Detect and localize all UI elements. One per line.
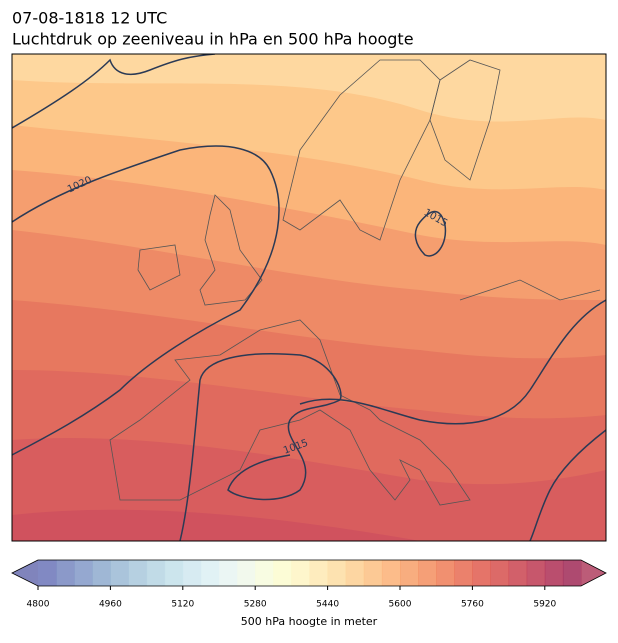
isobar: [179, 352, 342, 541]
isobar: [299, 299, 606, 425]
colorbar-tick-label: 5280: [244, 600, 267, 610]
colorbar-segment: [363, 560, 383, 586]
isobar: [12, 54, 216, 129]
colorbar-segment: [273, 560, 292, 586]
colorbar-label: 500 hPa hoogte in meter: [241, 615, 378, 628]
colorbar-segment: [490, 560, 510, 586]
coastline: [429, 59, 501, 181]
colorbar-segment: [381, 560, 401, 586]
isobar: [12, 145, 280, 456]
colorbar-segment: [327, 560, 347, 586]
colorbar-segment: [200, 560, 220, 586]
map: 1020 1015 1015: [12, 54, 606, 541]
colorbar-segment: [56, 560, 75, 586]
isobar: [414, 210, 447, 257]
coastline: [459, 279, 601, 301]
colorbar-tick-label: 5600: [389, 600, 412, 610]
colorbar-segment: [454, 560, 473, 586]
colorbar-segment: [562, 560, 582, 586]
colorbar: 4800 4960 5120 5280 5440 5600 5760 5920: [11, 559, 607, 610]
isobar: [529, 429, 606, 541]
band: [12, 509, 420, 541]
colorbar-segment: [400, 560, 419, 586]
colorbar-segment: [255, 560, 274, 586]
colorbar-tick-label: 4960: [99, 600, 122, 610]
map-frame: [11, 53, 607, 542]
colorbar-outline: [11, 559, 607, 587]
coastline: [137, 244, 181, 291]
map-title: Luchtdruk op zeeniveau in hPa en 500 hPa…: [12, 30, 414, 49]
colorbar-segment: [164, 560, 184, 586]
colorbar-segment: [436, 560, 455, 586]
colorbar-segment: [472, 560, 491, 586]
colorbar-tick-label: 5920: [533, 600, 556, 610]
colorbar-extension: [581, 560, 606, 586]
colorbar-segment: [219, 560, 238, 586]
colorbar-segment: [237, 560, 256, 586]
colorbar-segment: [74, 560, 93, 586]
colorbar-tick-label: 4800: [27, 600, 50, 610]
colorbar-segment: [38, 560, 57, 586]
colorbar-segment: [128, 560, 148, 586]
colorbar-segment: [92, 560, 111, 586]
colorbar-tick-label: 5760: [461, 600, 484, 610]
colorbar-segment: [526, 560, 546, 586]
colorbar-segment: [544, 560, 564, 586]
colorbar-segment: [418, 560, 437, 586]
colorbar-tick-label: 5440: [316, 600, 339, 610]
colorbar-segment: [345, 560, 365, 586]
colorbar-segment: [291, 560, 310, 586]
colorbar-segment: [110, 560, 129, 586]
colorbar-extension: [12, 560, 38, 586]
colorbar-segment: [309, 560, 329, 586]
date-title: 07-08-1818 12 UTC: [12, 9, 167, 28]
colorbar-segment: [182, 560, 202, 586]
coastline: [199, 194, 263, 306]
colorbar-segment: [508, 560, 528, 586]
coastline: [109, 319, 471, 506]
colorbar-segment: [146, 560, 166, 586]
colorbar-tick-label: 5120: [171, 600, 194, 610]
